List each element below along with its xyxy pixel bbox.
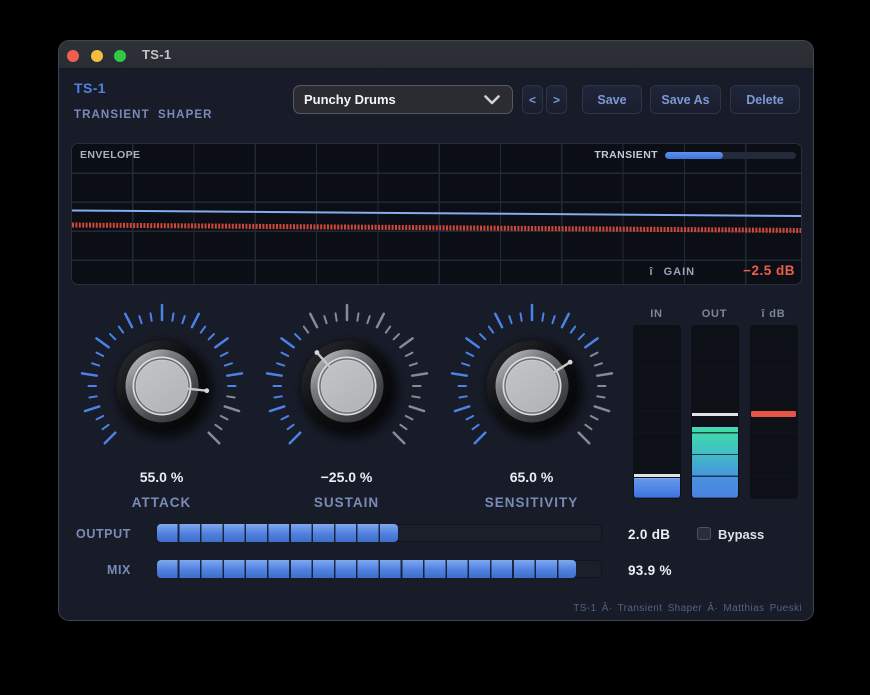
in-meter-peak [633, 474, 680, 477]
output-value: 2.0 dB [628, 527, 671, 542]
gain-reduction-bar [751, 410, 796, 417]
envelope-curves [72, 209, 801, 233]
output-slider[interactable] [157, 524, 602, 542]
bypass-checkbox[interactable] [697, 527, 711, 540]
attack-value: 55.0 % [139, 469, 184, 485]
mix-slider[interactable] [157, 560, 602, 578]
attack-knob-pointer [187, 387, 208, 392]
sustain-knob-ticks [265, 303, 428, 445]
transient-label: TRANSIENT [594, 149, 658, 161]
in-meter-fill [633, 478, 680, 498]
mix-slider-label: MIX [106, 563, 131, 577]
delete-button[interactable]: Delete [730, 85, 800, 114]
bypass-label: Bypass [718, 527, 765, 542]
window-titlebar: TS-1 [59, 41, 813, 69]
out-meter-peak [691, 413, 738, 416]
sensitivity-knob-ticks [450, 303, 613, 445]
in-meter-label: IN [650, 308, 663, 320]
gain-label: GAIN [663, 266, 696, 278]
sustain-value: −25.0 % [320, 469, 373, 485]
previous-preset-button[interactable]: < [522, 85, 543, 114]
gain-arrow-icon: î [649, 266, 653, 278]
chevron-down-icon [484, 94, 500, 104]
mix-slider-fill [157, 560, 576, 578]
sensitivity-label: SENSITIVITY [484, 495, 579, 510]
output-slider-label: OUTPUT [76, 527, 131, 541]
transient-indicator: TRANSIENT [594, 149, 796, 161]
envelope-display: ENVELOPE TRANSIENT î GAIN −2.5 dB [71, 143, 802, 285]
preset-combobox[interactable]: Punchy Drums [293, 85, 513, 114]
out-meter-label: OUT [701, 308, 728, 320]
in-meter [632, 325, 681, 499]
transient-meter-track [665, 151, 796, 159]
sustain-knob-pointer [315, 351, 330, 368]
envelope-label: ENVELOPE [80, 149, 141, 161]
attack-knob[interactable] [77, 301, 247, 471]
next-preset-button[interactable]: > [546, 85, 567, 114]
transient-meter-fill [665, 151, 723, 159]
plugin-subtitle: TRANSIENT SHAPER [74, 109, 213, 121]
gain-reduction-meter [749, 325, 798, 499]
attack-label: ATTACK [131, 495, 192, 510]
sustain-knob[interactable] [262, 301, 432, 471]
sensitivity-value: 65.0 % [509, 469, 554, 485]
output-slider-fill [157, 524, 398, 542]
out-meter [690, 325, 739, 499]
out-meter-fill [691, 427, 738, 498]
sensitivity-knob[interactable] [447, 301, 617, 471]
zoom-window-button[interactable] [114, 50, 126, 62]
attack-knob-ticks [80, 303, 243, 445]
minimize-window-button[interactable] [91, 50, 103, 62]
plugin-window: TS-1 TS-1 TRANSIENT SHAPER Punchy Drums … [58, 40, 814, 621]
plugin-content: TS-1 TRANSIENT SHAPER Punchy Drums < > S… [59, 69, 813, 620]
preset-combobox-value: Punchy Drums [304, 92, 396, 107]
db-meter-label: î dB [761, 308, 786, 320]
window-title: TS-1 [142, 47, 172, 62]
gain-readout: î GAIN −2.5 dB [650, 263, 795, 278]
credit-text: TS-1 Â· Transient Shaper Â· Matthias Pue… [573, 603, 802, 614]
gain-value: −2.5 dB [743, 263, 795, 278]
sustain-label: SUSTAIN [313, 495, 380, 510]
save-button[interactable]: Save [582, 85, 642, 114]
close-window-button[interactable] [67, 50, 79, 62]
mix-value: 93.9 % [628, 563, 672, 578]
save-as-button[interactable]: Save As [650, 85, 721, 114]
plugin-name: TS-1 [74, 80, 106, 96]
sensitivity-knob-pointer [553, 360, 571, 373]
